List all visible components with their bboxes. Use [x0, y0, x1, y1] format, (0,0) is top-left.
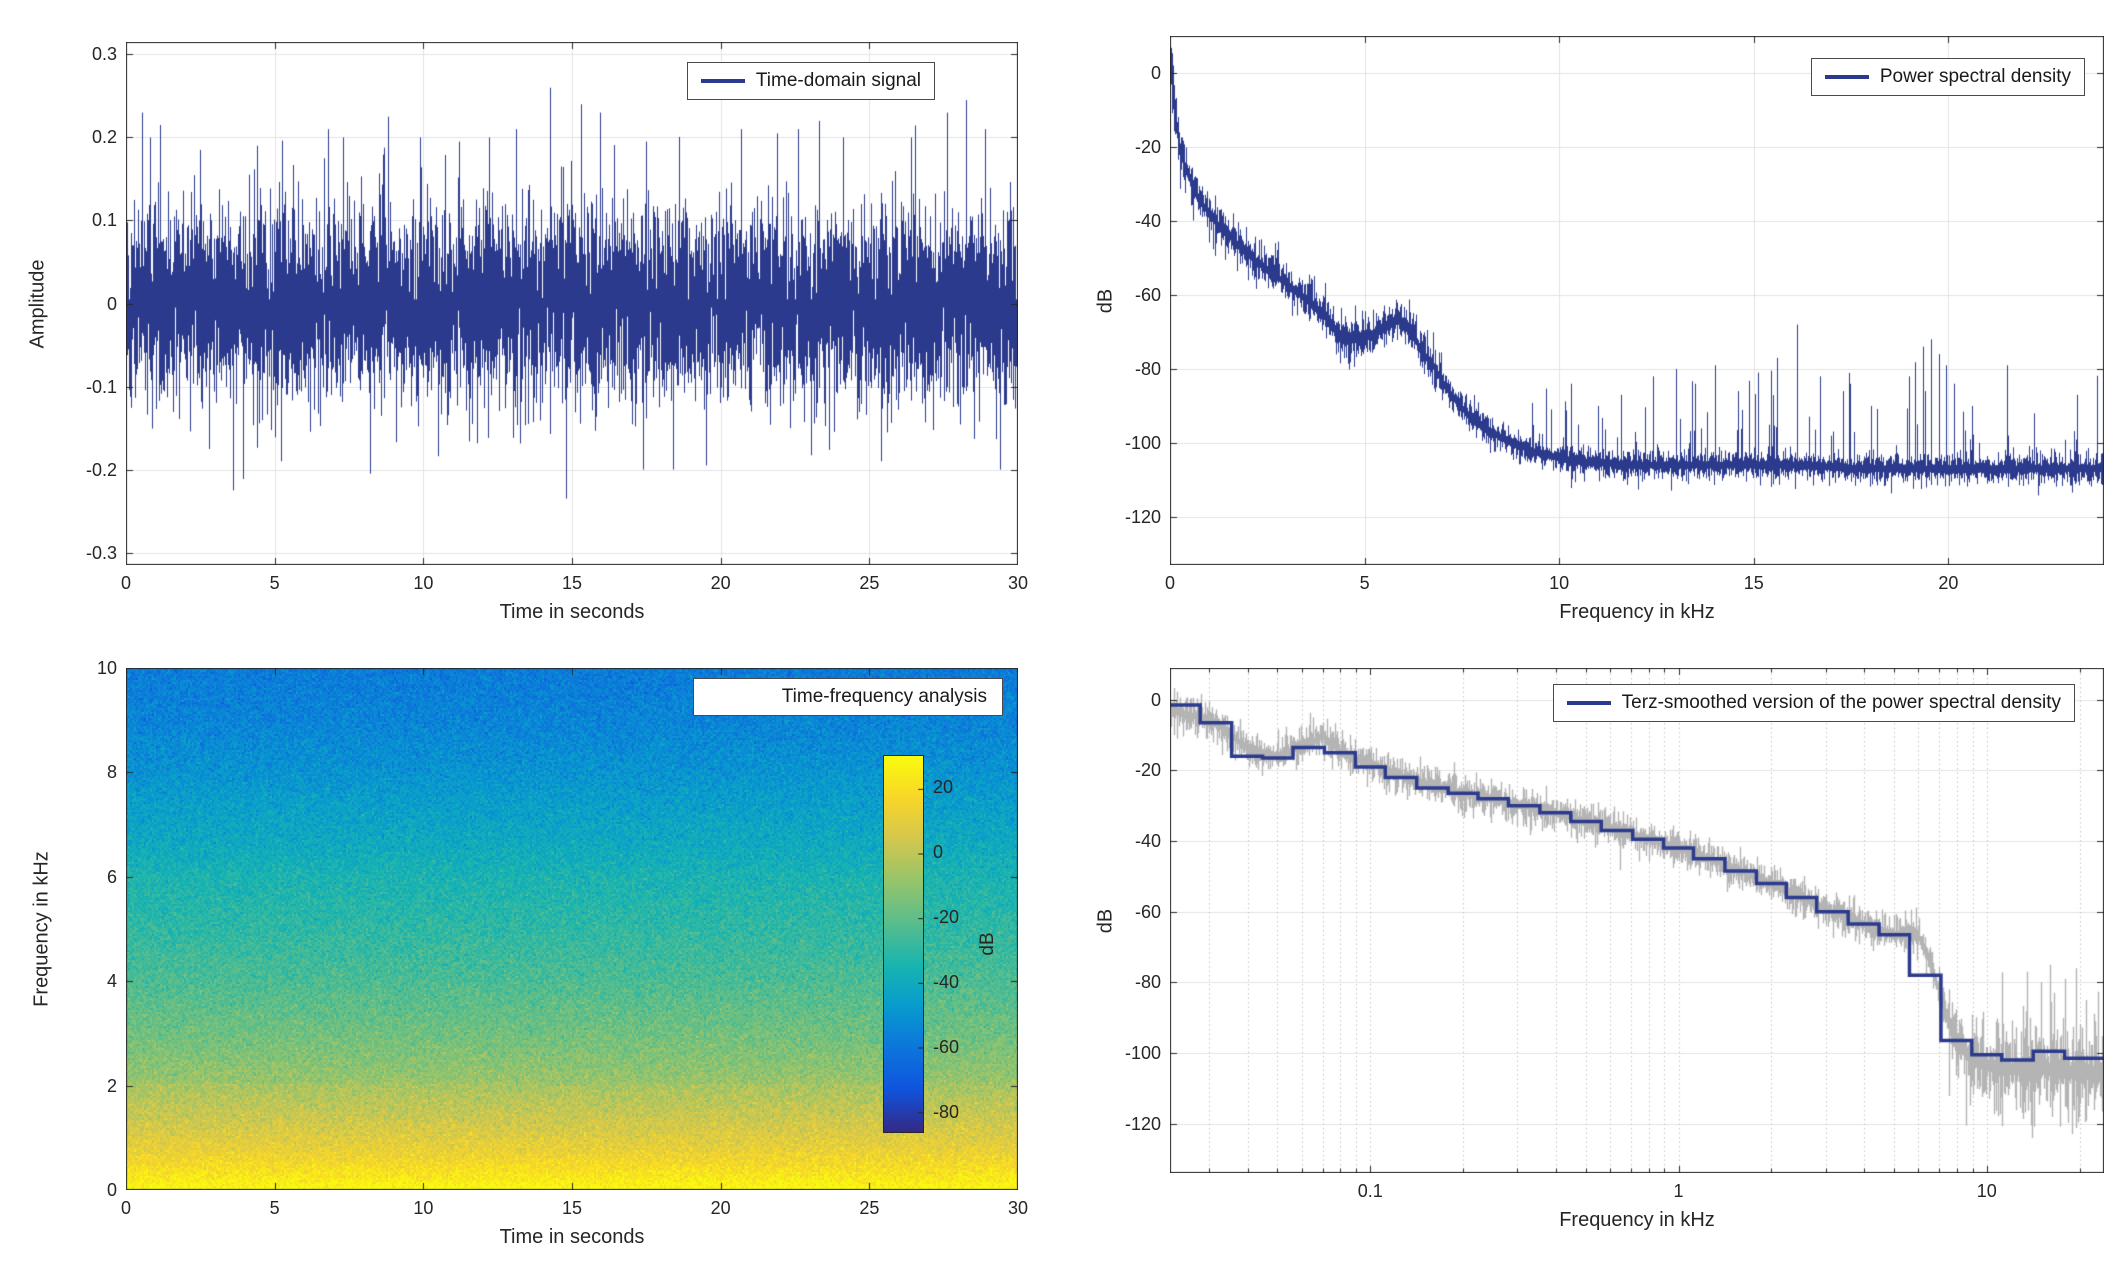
power-spectral-density-plot: Power spectral density Frequency in kHz … — [1095, 36, 2104, 623]
colorbar-tick-label: -60 — [933, 1037, 960, 1058]
x-tick-label: 10 — [413, 1198, 434, 1218]
y-tick-label: 0 — [106, 1180, 117, 1200]
x-tick-label: 0.1 — [1357, 1181, 1383, 1201]
x-tick-label: 30 — [1007, 573, 1029, 593]
psd-legend: Power spectral density — [1810, 58, 2085, 96]
legend-label: Time-domain signal — [755, 70, 921, 91]
y-tick-label: 8 — [106, 762, 117, 783]
y-tick-label: -40 — [1134, 210, 1161, 231]
x-tick-label: 5 — [269, 573, 280, 593]
x-tick-label: 15 — [561, 1198, 583, 1218]
x-tick-label: 15 — [1743, 573, 1764, 593]
time-frequency-plot: Time-frequency analysis dB 20 0 -20 -40 -60-… — [31, 658, 1029, 1248]
x-tick-label: 15 — [561, 573, 583, 593]
y-tick-label: 0.2 — [91, 127, 117, 148]
colorbar-tick-label: 20 — [933, 776, 954, 797]
y-tick-label: 0 — [1150, 62, 1161, 83]
terz-canvas — [1170, 668, 2104, 1173]
y-tick-label: -80 — [1134, 358, 1161, 379]
x-axis-label: Frequency in kHz — [1559, 601, 1715, 623]
y-tick-label: -0.1 — [85, 376, 117, 397]
x-tick-label: 1 — [1673, 1181, 1684, 1201]
time-domain-plot: Time-domain signal Time in seconds Ampli… — [27, 42, 1028, 623]
y-tick-label: 2 — [106, 1075, 117, 1096]
legend-label: Terz-smoothed version of the power spect… — [1621, 692, 2061, 713]
legend-line-sample — [1824, 75, 1869, 79]
psd-canvas — [1170, 36, 2104, 565]
terz-legend: Terz-smoothed version of the power spect… — [1552, 684, 2075, 722]
y-tick-label: 10 — [96, 658, 117, 678]
colorbar: dB 20 0 -20 -40 -60 -80 — [883, 755, 998, 1133]
y-tick-label: -80 — [1134, 972, 1161, 993]
legend-line-sample — [700, 79, 745, 83]
y-tick-label: 0.3 — [91, 44, 117, 65]
x-tick-label: 10 — [1549, 573, 1570, 593]
y-tick-label: -100 — [1124, 432, 1161, 453]
colorbar-tick-label: -20 — [933, 906, 960, 927]
time-domain-legend: Time-domain signal — [686, 62, 935, 100]
y-tick-label: -0.2 — [85, 459, 117, 480]
x-tick-label: 25 — [859, 1198, 880, 1218]
y-tick-label: 0 — [1150, 689, 1161, 710]
x-tick-label: 10 — [1976, 1181, 1997, 1201]
y-tick-label: 4 — [106, 971, 117, 992]
colorbar-tick-label: -40 — [933, 972, 960, 993]
colorbar-tick-label: 0 — [933, 841, 944, 862]
legend-line-sample — [1566, 701, 1611, 705]
x-tick-label: 0 — [1164, 573, 1175, 593]
x-tick-label: 20 — [1938, 573, 1959, 593]
time-domain-canvas — [126, 42, 1018, 565]
x-axis-label: Time in seconds — [499, 1226, 645, 1248]
x-tick-label: 5 — [269, 1198, 280, 1218]
x-axis-label: Time in seconds — [499, 601, 645, 623]
y-tick-label: -120 — [1124, 1113, 1161, 1134]
y-tick-label: -20 — [1134, 760, 1161, 781]
x-tick-label: 0 — [120, 573, 131, 593]
x-tick-label: 30 — [1007, 1198, 1029, 1218]
y-tick-label: 0 — [106, 293, 117, 314]
colorbar-gradient — [883, 755, 924, 1133]
x-tick-label: 10 — [413, 573, 434, 593]
terz-smoothed-plot: Terz-smoothed version of the power spect… — [1095, 668, 2104, 1231]
legend-label: Time-frequency analysis — [781, 686, 987, 707]
y-tick-label: 0.1 — [91, 210, 117, 231]
y-tick-label: -0.3 — [85, 542, 117, 563]
x-tick-label: 25 — [859, 573, 880, 593]
y-tick-label: -120 — [1124, 506, 1161, 527]
colorbar-tick-label: -80 — [933, 1102, 960, 1123]
y-tick-label: -60 — [1134, 901, 1161, 922]
y-tick-label: -100 — [1124, 1042, 1161, 1063]
x-tick-label: 20 — [710, 573, 731, 593]
spectrogram-canvas — [126, 668, 1018, 1190]
y-tick-label: -60 — [1134, 284, 1161, 305]
y-tick-label: -20 — [1134, 136, 1161, 157]
time-frequency-legend: Time-frequency analysis — [692, 678, 1003, 716]
x-tick-label: 20 — [710, 1198, 731, 1218]
legend-label: Power spectral density — [1879, 66, 2071, 87]
x-tick-label: 0 — [120, 1198, 131, 1218]
y-tick-label: 6 — [106, 866, 117, 887]
colorbar-label: dB — [977, 932, 998, 956]
x-axis-label: Frequency in kHz — [1559, 1209, 1715, 1231]
y-tick-label: -40 — [1134, 831, 1161, 852]
x-tick-label: 5 — [1359, 573, 1370, 593]
